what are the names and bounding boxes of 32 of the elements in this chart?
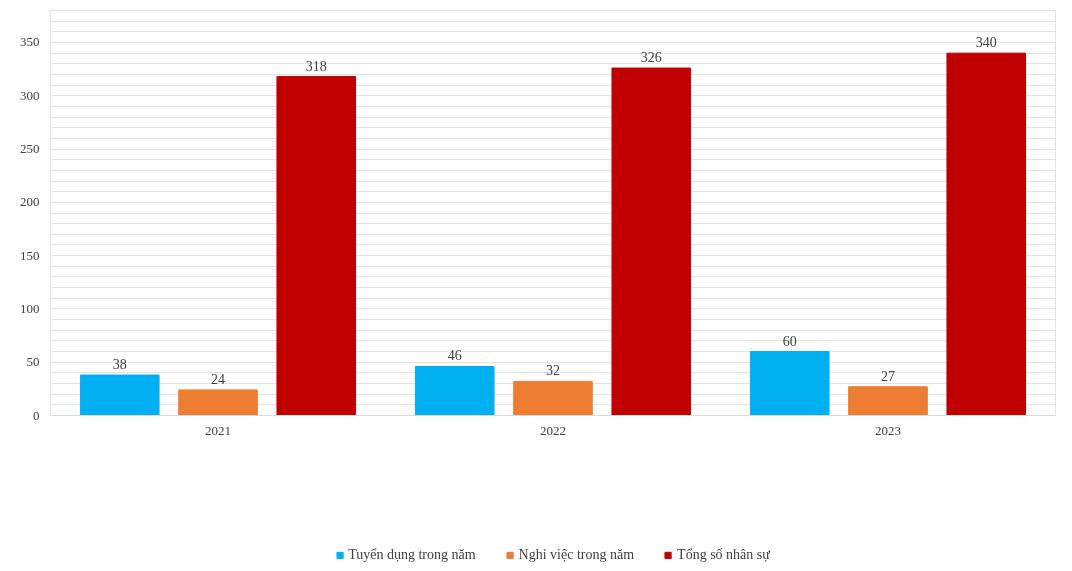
legend-label: Nghỉ việc trong năm: [518, 547, 635, 564]
data-label: 318: [305, 58, 327, 74]
bar: [749, 351, 830, 416]
data-label: 32: [546, 363, 560, 379]
bar: [848, 386, 928, 416]
y-tick-label: 0: [33, 407, 40, 423]
bar: [513, 380, 593, 416]
y-tick-label: 150: [20, 247, 40, 263]
bar: [414, 365, 495, 416]
data-label: 46: [447, 348, 462, 364]
y-tick-label: 100: [20, 300, 40, 316]
bar: [178, 389, 258, 416]
x-tick-label: 2021: [205, 422, 231, 438]
y-tick-label: 50: [26, 354, 40, 370]
y-tick-label: 350: [20, 34, 40, 50]
x-tick-label: 2023: [875, 422, 901, 438]
data-label: 27: [881, 368, 895, 384]
y-tick-label: 250: [20, 141, 40, 157]
bar: [946, 52, 1027, 416]
legend-label: Tổng số nhân sự: [677, 547, 770, 564]
data-label: 24: [211, 371, 225, 387]
bar: [611, 67, 692, 416]
bar: [276, 76, 357, 416]
legend-label: Tuyển dụng trong năm: [348, 547, 476, 564]
data-label: 326: [640, 50, 662, 66]
data-label: 60: [782, 333, 797, 349]
y-tick-label: 200: [20, 194, 40, 210]
data-label: 340: [975, 35, 997, 51]
y-tick-label: 300: [20, 87, 40, 103]
bar: [79, 374, 160, 416]
x-tick-label: 2022: [540, 422, 566, 438]
data-label: 38: [112, 357, 127, 372]
